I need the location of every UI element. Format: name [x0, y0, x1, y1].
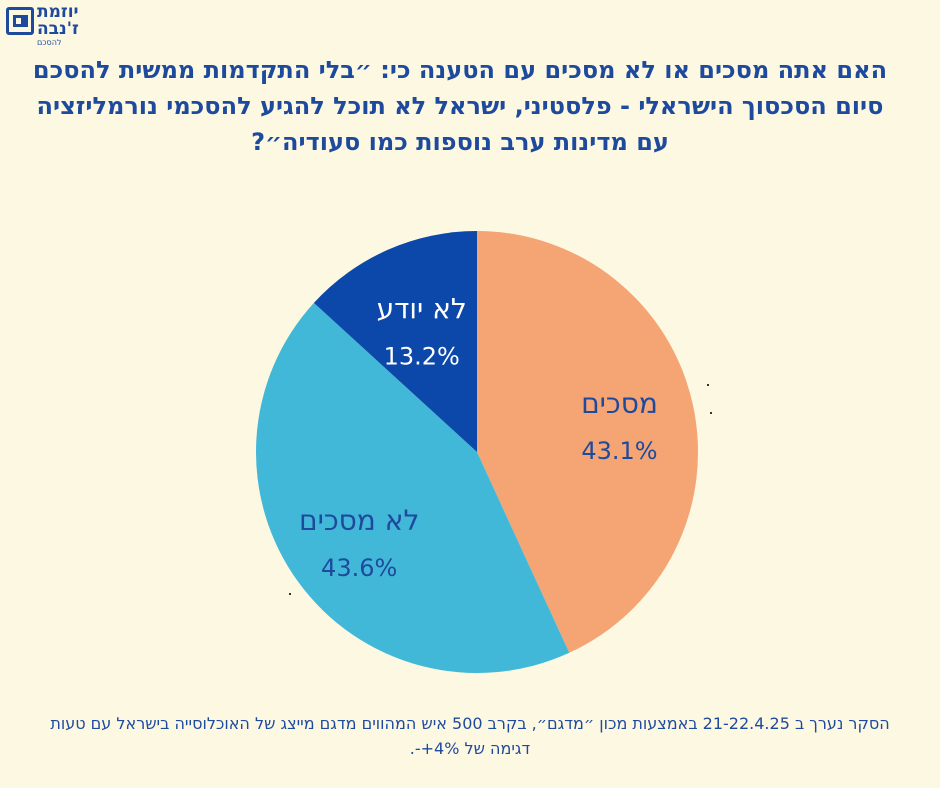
- pie-slice: [255, 302, 570, 674]
- logo-line1: יוזמת: [37, 2, 79, 22]
- stray-mark: [289, 593, 291, 595]
- stray-mark: [710, 412, 712, 414]
- chart-question-title: האם אתה מסכים או לא מסכים עם הטענה כי: ״…: [32, 56, 888, 156]
- logo-line2: ז'נבה: [37, 19, 79, 39]
- stray-mark: [707, 384, 709, 386]
- slice-label: לא יודע: [377, 293, 467, 326]
- slice-value-label: 43.6%: [321, 554, 397, 582]
- logo-icon: [6, 7, 34, 35]
- slice-value-label: 43.1%: [581, 437, 657, 465]
- slice-label: מסכים: [581, 387, 658, 420]
- pie-slice: [477, 231, 699, 653]
- slice-label: לא מסכים: [299, 504, 419, 537]
- pie-slice: [313, 231, 477, 452]
- logo-text: יוזמת ז'נבה להסכם: [37, 4, 79, 48]
- survey-footnote: הסקר נערך ב 21-22.4.25 באמצעות מכון ״מדג…: [50, 714, 890, 758]
- logo: יוזמת ז'נבה להסכם: [6, 4, 98, 54]
- logo-line3: להסכם: [37, 38, 62, 47]
- slice-value-label: 13.2%: [384, 343, 460, 371]
